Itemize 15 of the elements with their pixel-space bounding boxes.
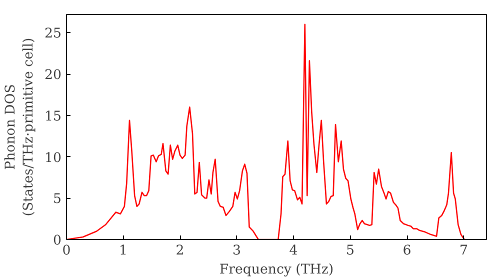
x-tick-label: 6 bbox=[402, 244, 412, 258]
y-tick-label: 20 bbox=[44, 68, 62, 84]
x-tick-label: 2 bbox=[176, 244, 184, 258]
y-tick-label: 25 bbox=[44, 26, 62, 42]
x-tick-label: 3 bbox=[232, 244, 242, 258]
y-tick-label: 5 bbox=[53, 192, 62, 208]
x-tick-label: 5 bbox=[346, 244, 355, 258]
x-tick-label: 1 bbox=[119, 244, 128, 258]
y-tick-label: 10 bbox=[44, 150, 62, 166]
y-tick-label: 15 bbox=[44, 109, 62, 124]
y-tick-label: 0 bbox=[53, 234, 62, 248]
y-axis-title: Phonon DOS (States/THz·primitive cell) bbox=[4, 38, 37, 216]
x-axis-title: Frequency (THz) bbox=[219, 262, 334, 278]
x-tick-label: 4 bbox=[289, 244, 298, 258]
x-tick-label: 7 bbox=[460, 244, 468, 258]
